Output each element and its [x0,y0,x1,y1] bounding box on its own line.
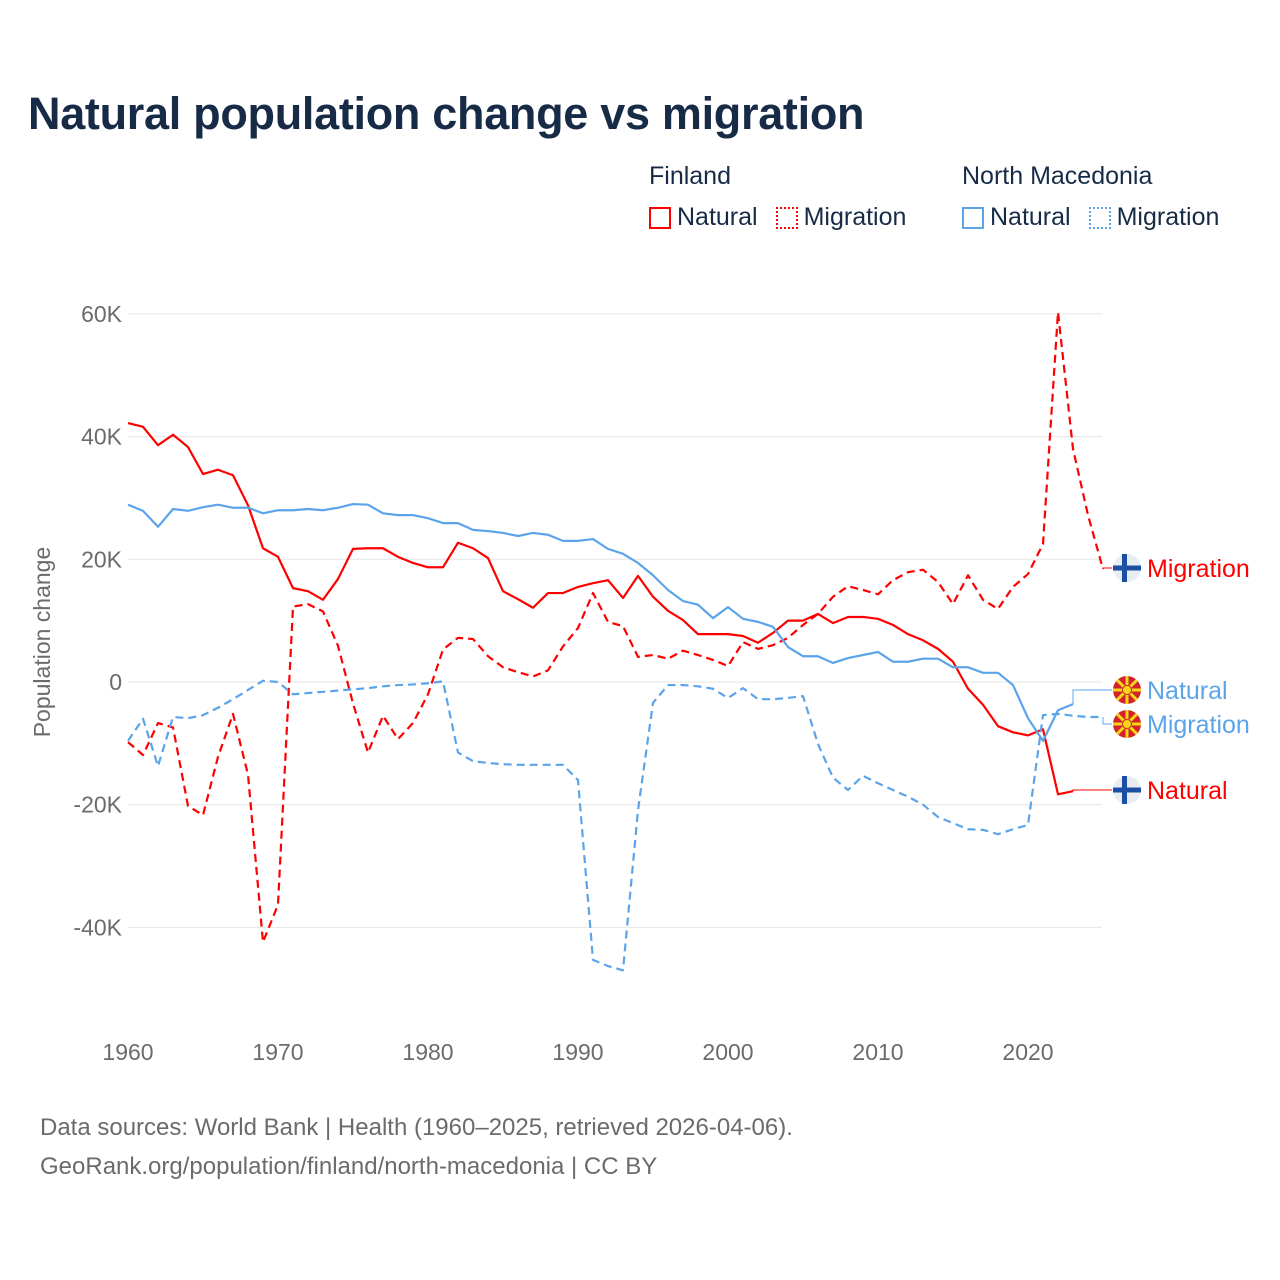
x-tick-label: 1980 [402,1039,453,1065]
series-end-label: Migration [1147,555,1250,583]
series-line-finland-migration [127,310,1105,944]
x-tick-label: 1970 [252,1039,303,1065]
x-tick-label: 2010 [852,1039,903,1065]
footer: Data sources: World Bank | Health (1960–… [40,1108,793,1186]
legend-item-label: Migration [1116,203,1220,231]
legend-item-label: Natural [677,203,758,231]
label-connector [1102,716,1112,725]
finland-flag-icon [1122,554,1127,582]
solid-swatch-icon [649,206,671,229]
north-macedonia-flag-icon [1122,719,1132,729]
x-tick-label: 1990 [552,1039,603,1065]
legend-item-label: Natural [990,203,1071,231]
label-connector [1102,567,1112,570]
source-link[interactable]: GeoRank.org/population/finland/north-mac… [40,1153,658,1180]
legend-item-north-macedonia-migration[interactable]: Migration [1088,203,1220,232]
y-tick-label: 40K [81,424,123,450]
dotted-swatch-icon [1088,206,1111,229]
y-tick-label: -20K [73,792,122,818]
y-tick-label: -40K [73,914,122,940]
label-connector [1072,689,1112,705]
legend-group-north-macedonia: North Macedonia Natural Migration [962,162,1219,232]
finland-flag-icon [1122,776,1127,804]
label-connector [1072,789,1112,792]
y-axis-label: Population change [29,547,55,738]
series-end-label: Migration [1147,711,1250,739]
legend-group-label: North Macedonia [962,162,1153,190]
y-tick-label: 20K [81,546,123,572]
x-tick-label: 2020 [1002,1039,1053,1065]
solid-swatch-icon [962,206,984,229]
series-end-label: Natural [1147,777,1228,805]
series-end-label: Natural [1147,677,1228,705]
y-tick-label: 0 [109,669,122,695]
series-line-finland-natural [127,422,1074,796]
series-line-north-macedonia-natural [127,502,1074,742]
legend-group-label: Finland [649,162,731,190]
data-source-note: Data sources: World Bank | Health (1960–… [40,1114,793,1141]
x-tick-label: 2000 [702,1039,753,1065]
legend-item-finland-natural[interactable]: Natural [649,203,758,232]
x-tick-label: 1960 [102,1039,153,1065]
north-macedonia-flag-icon [1122,685,1132,695]
legend-item-label: Migration [803,203,907,231]
legend-group-finland: Finland Natural Migration [649,162,906,232]
y-tick-label: 60K [81,301,123,327]
dotted-swatch-icon [775,206,798,229]
legend-item-finland-migration[interactable]: Migration [775,203,907,232]
chart-title: Natural population change vs migration [28,88,865,139]
legend-item-north-macedonia-natural[interactable]: Natural [962,203,1071,232]
